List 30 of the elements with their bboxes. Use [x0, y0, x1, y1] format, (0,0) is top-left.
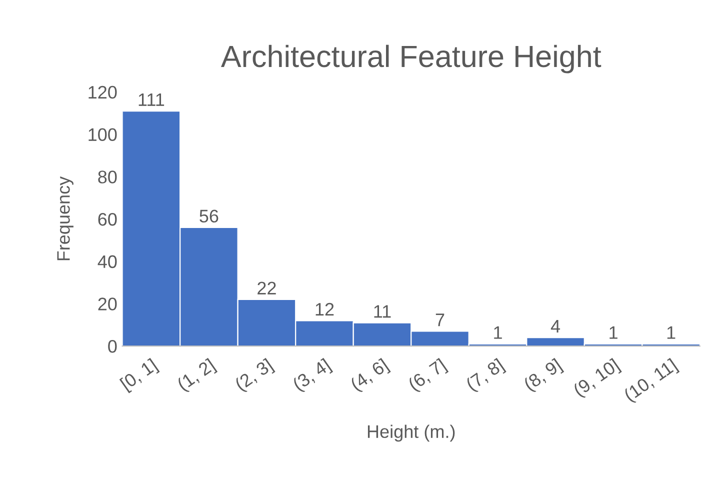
- y-tick-label: 120: [88, 86, 117, 99]
- y-tick-label: 100: [88, 128, 117, 142]
- data-label: 111: [138, 93, 164, 106]
- x-tick-label: (6, 7]: [407, 358, 449, 394]
- y-axis-title: Frequency: [57, 176, 74, 260]
- data-label: 1: [667, 326, 676, 339]
- data-label: 1: [610, 326, 618, 339]
- x-tick-label: (3, 4]: [292, 358, 334, 394]
- x-tick-label: (10, 11]: [622, 358, 680, 405]
- x-tick-label: (1, 2]: [176, 358, 218, 394]
- data-label: 22: [258, 282, 276, 294]
- data-label: 1: [494, 326, 502, 339]
- x-tick-label: (2, 3]: [234, 358, 276, 394]
- data-label: 7: [436, 314, 444, 326]
- data-label: 56: [200, 210, 218, 223]
- y-tick-label: 60: [98, 212, 117, 226]
- x-tick-label: (9, 10]: [572, 358, 622, 400]
- data-label: 11: [374, 305, 391, 318]
- chart-title: Architectural Feature Height: [220, 44, 602, 74]
- x-axis-title: Height (m.): [368, 424, 455, 442]
- x-tick-label: (7, 8]: [464, 358, 506, 394]
- y-tick-label: 20: [98, 298, 117, 310]
- y-tick-label: 80: [98, 170, 117, 184]
- x-tick-label: (4, 6]: [349, 358, 391, 394]
- x-tick-label: (8, 9]: [522, 358, 564, 394]
- y-tick-label: 40: [98, 255, 117, 268]
- x-tick-label: [0, 1]: [119, 358, 160, 394]
- y-tick-label: 0: [108, 340, 117, 353]
- data-label: 4: [550, 320, 560, 332]
- data-label: 12: [316, 302, 334, 316]
